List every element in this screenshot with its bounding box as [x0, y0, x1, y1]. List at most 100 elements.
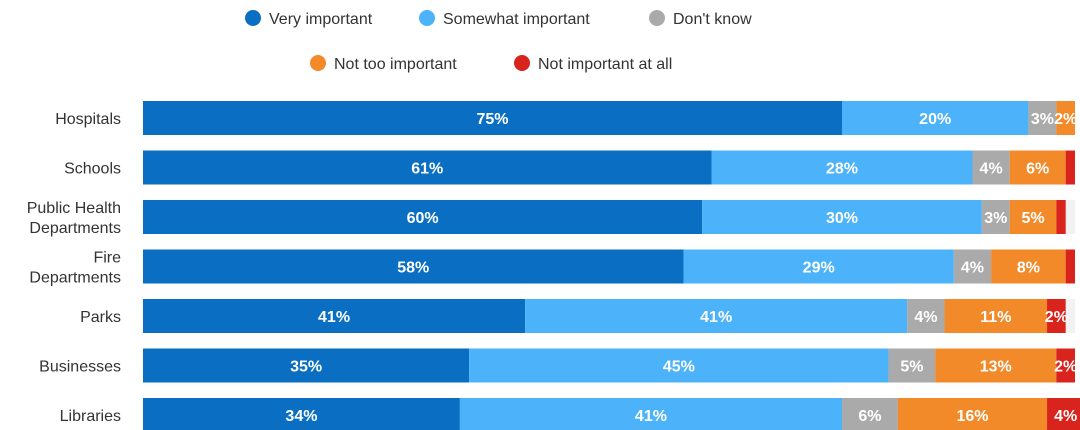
bar-segment: [842, 398, 898, 430]
legend-label: Somewhat important: [443, 11, 590, 28]
data-label: 20%: [919, 111, 951, 128]
data-label: 6%: [1026, 161, 1049, 178]
bar-segment: [459, 398, 842, 430]
bar-segment: [1065, 150, 1075, 185]
bar-row: Schools 61% 28% 4% 6%: [64, 150, 1075, 185]
bar-segment: [143, 101, 842, 135]
bar-segment: [1028, 101, 1057, 135]
bar-segment: [143, 150, 712, 185]
data-label: 41%: [700, 309, 732, 326]
legend-swatch: [245, 10, 261, 26]
data-label: 13%: [980, 359, 1012, 376]
bar-segment: [953, 249, 992, 284]
category-label: Public Health Departments: [27, 200, 121, 237]
legend-swatch: [419, 10, 435, 26]
legend-label: Don't know: [673, 11, 752, 28]
bar-row: Businesses 35% 45% 5% 13% 2%: [39, 348, 1077, 383]
data-label: 29%: [803, 260, 835, 277]
legend-item: Somewhat important: [419, 10, 590, 28]
data-label: 4%: [1054, 408, 1077, 425]
legend-swatch: [310, 55, 326, 71]
data-label: 41%: [635, 408, 667, 425]
bar-segment: [469, 348, 889, 383]
bar-row: Parks 41% 41% 4% 11% 2%: [80, 299, 1075, 333]
category-label: Schools: [64, 161, 121, 178]
bar-segment: [972, 150, 1010, 185]
bar-segment: [991, 249, 1066, 284]
legend-item: Not too important: [310, 55, 457, 73]
bar-segment: [1065, 249, 1075, 284]
data-label: 30%: [826, 210, 858, 227]
bar-segment: [944, 299, 1048, 333]
legend: Very important Somewhat important Don't kn…: [245, 10, 752, 73]
data-label: 58%: [397, 260, 429, 277]
bar-segment: [842, 101, 1029, 135]
bar-row: Hospitals 75% 20% 3% 2%: [55, 101, 1077, 135]
data-label: 2%: [1054, 111, 1077, 128]
data-label: 34%: [285, 408, 317, 425]
data-label: 2%: [1045, 309, 1068, 326]
category-label: Businesses: [39, 359, 121, 376]
data-label: 75%: [476, 111, 508, 128]
category-label: Parks: [80, 309, 121, 326]
bar-segment: [702, 200, 982, 234]
data-label: 5%: [900, 359, 923, 376]
data-label: 2%: [1054, 359, 1077, 376]
legend-item: Very important: [245, 10, 373, 28]
legend-item: Don't know: [649, 10, 752, 28]
data-label: 6%: [858, 408, 881, 425]
bar-segment: [897, 398, 1048, 430]
bar-segment: [1056, 348, 1075, 383]
bar-segment: [907, 299, 945, 333]
bar-segment: [1009, 150, 1066, 185]
bar-row: Fire Departments 58% 29% 4% 8%: [29, 249, 1075, 287]
category-label-line: Fire: [93, 250, 121, 267]
data-label: 4%: [914, 309, 937, 326]
bar-segment: [1056, 101, 1075, 135]
bar-segment: [935, 348, 1057, 383]
data-label: 3%: [984, 210, 1007, 227]
data-label: 45%: [663, 359, 695, 376]
data-label: 16%: [956, 408, 988, 425]
category-label-line: Public Health: [27, 200, 121, 217]
data-label: 41%: [318, 309, 350, 326]
bar-segment: [143, 299, 526, 333]
bar-segment: [1056, 200, 1066, 234]
legend-swatch: [514, 55, 530, 71]
bar-segment: [1047, 398, 1080, 430]
data-label: 4%: [980, 161, 1003, 178]
data-label: 61%: [411, 161, 443, 178]
data-label: 4%: [961, 260, 984, 277]
category-label-line: Departments: [29, 220, 121, 237]
data-label: 3%: [1031, 111, 1054, 128]
bar-segment: [1009, 200, 1057, 234]
legend-swatch: [649, 10, 665, 26]
category-label: Hospitals: [55, 111, 121, 128]
legend-label: Not too important: [334, 56, 457, 73]
data-label: 28%: [826, 161, 858, 178]
bar-segment: [888, 348, 936, 383]
data-label: 11%: [980, 309, 1011, 326]
legend-label: Very important: [269, 11, 373, 28]
bar-segment: [1047, 299, 1066, 333]
data-label: 35%: [290, 359, 322, 376]
bar-segment: [683, 249, 954, 284]
bar-segment: [981, 200, 1010, 234]
bar-segment: [143, 249, 684, 284]
data-label: 5%: [1021, 210, 1044, 227]
bar-segment: [143, 348, 470, 383]
legend-item: Not important at all: [514, 55, 672, 73]
data-label: 60%: [407, 210, 439, 227]
bar-segment: [143, 200, 703, 234]
bar-segment: [143, 398, 460, 430]
bar-segment: [711, 150, 973, 185]
category-label: Fire Departments: [29, 250, 121, 287]
data-label: 8%: [1017, 260, 1040, 277]
bar-segment: [525, 299, 908, 333]
bar-row: Public Health Departments 60% 30% 3% 5%: [27, 200, 1075, 237]
category-label: Libraries: [60, 408, 121, 425]
category-label-line: Departments: [29, 270, 121, 287]
bar-row: Libraries 34% 41% 6% 16% 4%: [60, 398, 1080, 430]
legend-label: Not important at all: [538, 56, 672, 73]
